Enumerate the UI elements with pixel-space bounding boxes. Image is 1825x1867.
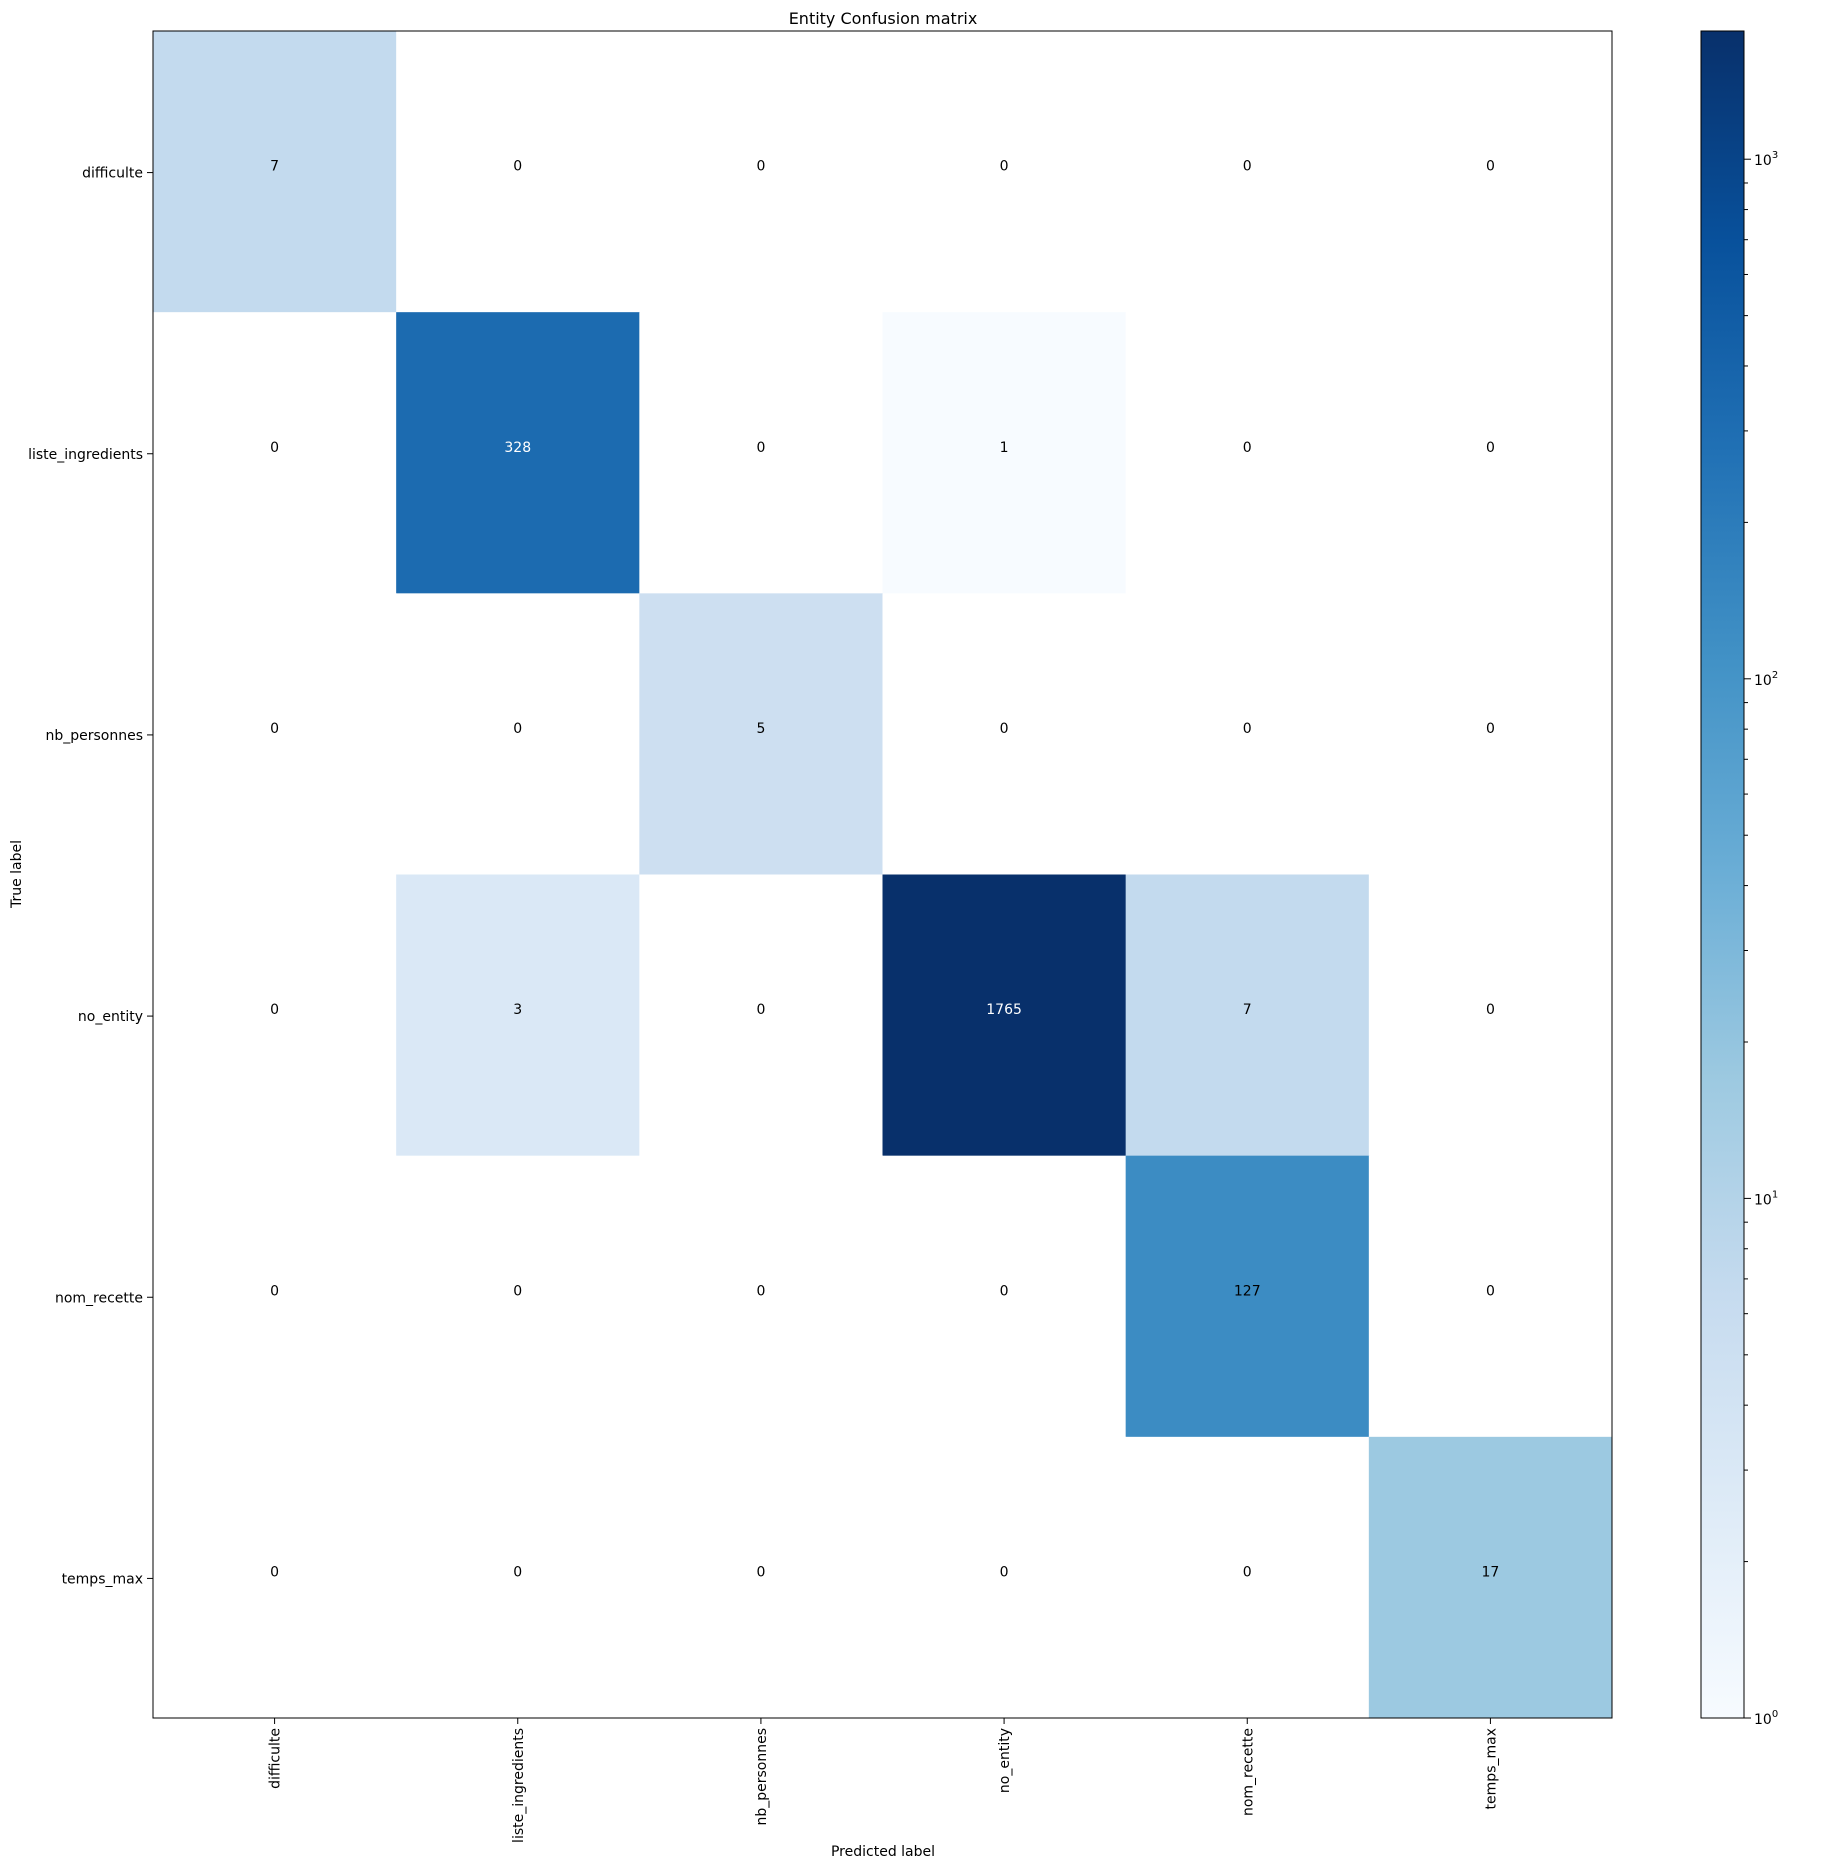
colorbar-tick-label: 103	[1754, 150, 1778, 169]
cell-value-label: 0	[756, 1002, 765, 1018]
heatmap-cell	[153, 1436, 397, 1719]
cell-value-label: 5	[756, 721, 765, 737]
x-axis-label: Predicted label	[831, 1844, 935, 1860]
colorbar	[1700, 30, 1745, 1719]
plot-frame	[152, 30, 1613, 1719]
heatmap-cell	[153, 312, 397, 594]
cell-value-label: 0	[270, 1002, 279, 1018]
heatmap-cell	[153, 593, 397, 875]
cell-value-label: 0	[270, 721, 279, 737]
cell-value-label: 0	[1243, 440, 1252, 456]
x-tick-label: nom_recette	[1240, 1728, 1256, 1816]
colorbar-ticks: 100 101 102 103	[1744, 150, 1778, 1728]
cell-value-label: 0	[756, 1283, 765, 1299]
heatmap-cell	[396, 1155, 640, 1438]
cell-value-label: 0	[270, 440, 279, 456]
heatmap-cell	[882, 1436, 1127, 1719]
y-axis-label: True label	[9, 840, 25, 909]
cell-value-label: 328	[504, 440, 531, 456]
heatmap-cell	[882, 593, 1127, 875]
x-tick-label: temps_max	[1483, 1728, 1499, 1809]
cell-value-label: 0	[1000, 1564, 1009, 1580]
heatmap-cell	[1368, 874, 1613, 1157]
heatmap-cell	[1368, 593, 1613, 875]
cell-value-label: 0	[756, 440, 765, 456]
heatmap-cells	[153, 31, 1613, 1719]
heatmap-cell	[639, 31, 883, 313]
heatmap-cell	[882, 874, 1127, 1157]
heatmap-cell	[882, 1155, 1127, 1438]
heatmap-cell	[639, 312, 883, 594]
heatmap-cell	[396, 1436, 640, 1719]
heatmap-cell	[396, 31, 640, 313]
heatmap-cell	[396, 874, 640, 1157]
heatmap-cell	[639, 593, 883, 875]
heatmap-cell	[1368, 1155, 1613, 1438]
heatmap-cell	[396, 593, 640, 875]
cell-value-label: 0	[1486, 1002, 1495, 1018]
y-tick-label: temps_max	[62, 1571, 143, 1587]
cell-value-label: 0	[1486, 1283, 1495, 1299]
cell-value-label: 0	[1486, 440, 1495, 456]
heatmap-cell	[1125, 593, 1370, 875]
heatmap-cell	[1125, 1155, 1370, 1438]
heatmap-cell	[153, 31, 397, 313]
chart-title: Entity Confusion matrix	[789, 9, 978, 28]
cell-value-label: 17	[1482, 1564, 1500, 1580]
heatmap-cell	[153, 874, 397, 1157]
heatmap-cell	[396, 312, 640, 594]
cell-value-label: 0	[1486, 721, 1495, 737]
heatmap-cell	[1125, 874, 1370, 1157]
cell-value-label: 0	[1000, 721, 1009, 737]
cell-value-label: 0	[270, 1564, 279, 1580]
y-tick-label: nom_recette	[55, 1290, 143, 1306]
heatmap-cell	[882, 31, 1127, 313]
cell-value-label: 0	[1243, 1564, 1252, 1580]
heatmap-cell	[1125, 31, 1370, 313]
x-tick-label: liste_ingredients	[511, 1728, 527, 1843]
cell-value-label: 0	[1486, 159, 1495, 175]
cell-value-label: 0	[756, 159, 765, 175]
heatmap-cell	[639, 874, 883, 1157]
heatmap-cell	[1368, 1436, 1613, 1719]
heatmap-cell	[639, 1436, 883, 1719]
cell-value-label: 127	[1234, 1283, 1261, 1299]
cell-value-label: 0	[1000, 1283, 1009, 1299]
y-tick-label: difficulte	[82, 166, 143, 182]
cell-value-label: 0	[270, 1283, 279, 1299]
cell-value-label: 1	[1000, 440, 1009, 456]
cell-value-label: 0	[513, 721, 522, 737]
cell-value-label: 0	[756, 1564, 765, 1580]
x-axis-ticks: difficulte liste_ingredients nb_personnes n…	[268, 1718, 1499, 1843]
heatmap-cell-labels: 7 0 0 0 0 0 0 328 0 1 0 0 0 0 5 0 0 0 0 3 0 1765 7 0 0 0 0 0 127 0 0 0 0…	[270, 159, 1499, 1581]
cell-value-label: 1765	[986, 1002, 1022, 1018]
cell-value-label: 0	[513, 159, 522, 175]
colorbar-tick-label: 101	[1754, 1189, 1778, 1208]
heatmap-cell	[1368, 312, 1613, 594]
colorbar-tick-label: 100	[1754, 1709, 1778, 1728]
cell-value-label: 0	[1243, 159, 1252, 175]
y-tick-label: liste_ingredients	[28, 447, 143, 463]
x-tick-label: difficulte	[268, 1728, 284, 1789]
cell-value-label: 7	[270, 159, 279, 175]
heatmap-cell	[639, 1155, 883, 1438]
cell-value-label: 0	[1243, 721, 1252, 737]
cell-value-label: 0	[513, 1564, 522, 1580]
heatmap-cell	[1125, 312, 1370, 594]
cell-value-label: 7	[1243, 1002, 1252, 1018]
y-axis-ticks: difficulte liste_ingredients nb_personnesn…	[28, 166, 153, 1587]
heatmap-cell	[1368, 31, 1613, 313]
cell-value-label: 3	[513, 1002, 522, 1018]
heatmap-cell	[153, 1155, 397, 1438]
cell-value-label: 0	[1000, 159, 1009, 175]
heatmap-cell	[1125, 1436, 1370, 1719]
x-tick-label: no_entity	[997, 1728, 1013, 1793]
cell-value-label: 0	[513, 1283, 522, 1299]
heatmap-cell	[882, 312, 1127, 594]
colorbar-tick-label: 102	[1754, 670, 1778, 689]
y-tick-label: nb_personnes	[45, 728, 143, 744]
x-tick-label: nb_personnes	[754, 1728, 770, 1826]
y-tick-label: no_entity	[78, 1009, 143, 1025]
